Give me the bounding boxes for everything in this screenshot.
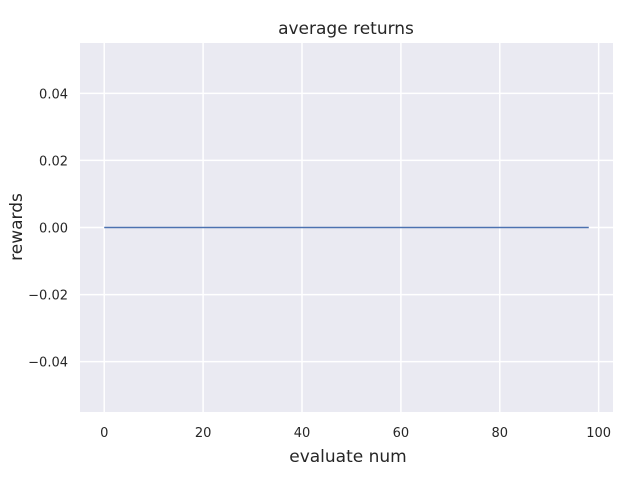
x-tick-label: 40 <box>294 426 311 441</box>
y-tick-label: −0.02 <box>28 289 68 304</box>
y-axis-label: rewards <box>7 193 27 261</box>
y-tick-label: −0.04 <box>28 356 68 371</box>
x-tick-labels: 0 20 40 60 80 100 <box>100 426 611 441</box>
y-tick-label: 0.04 <box>39 87 68 102</box>
x-tick-label: 60 <box>393 426 410 441</box>
chart-title: average returns <box>278 19 414 39</box>
y-tick-label: 0.00 <box>39 222 68 237</box>
x-axis-label: evaluate num <box>289 447 407 467</box>
x-tick-label: 100 <box>586 426 611 441</box>
x-tick-label: 0 <box>100 426 108 441</box>
y-tick-labels: 0.04 0.02 0.00 −0.02 −0.04 <box>28 87 68 370</box>
x-tick-label: 80 <box>492 426 509 441</box>
x-tick-label: 20 <box>195 426 212 441</box>
y-tick-label: 0.02 <box>39 154 68 169</box>
